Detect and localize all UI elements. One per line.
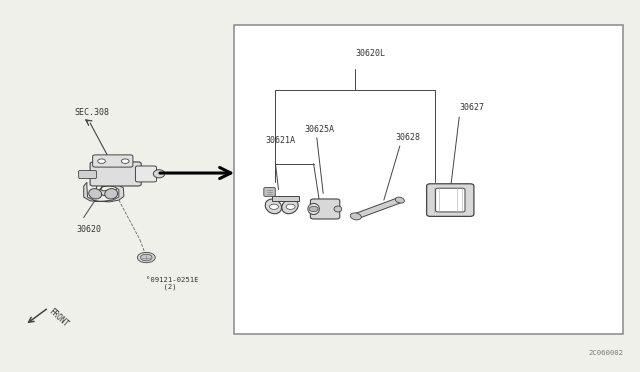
FancyBboxPatch shape bbox=[93, 155, 133, 167]
Text: 30628: 30628 bbox=[396, 132, 420, 141]
Circle shape bbox=[98, 159, 106, 163]
Ellipse shape bbox=[396, 197, 404, 203]
Circle shape bbox=[309, 206, 318, 212]
Circle shape bbox=[141, 254, 152, 261]
Text: SEC.308: SEC.308 bbox=[74, 108, 109, 118]
Bar bbox=[234, 25, 623, 334]
Ellipse shape bbox=[334, 206, 342, 212]
Text: 30625A: 30625A bbox=[304, 125, 334, 134]
Circle shape bbox=[269, 204, 278, 209]
Text: 2C060002: 2C060002 bbox=[588, 350, 623, 356]
Text: 30621A: 30621A bbox=[266, 136, 296, 145]
FancyBboxPatch shape bbox=[427, 184, 474, 217]
Text: FRONT: FRONT bbox=[47, 307, 70, 328]
FancyBboxPatch shape bbox=[264, 187, 275, 196]
FancyBboxPatch shape bbox=[310, 199, 340, 219]
Text: 30620L: 30620L bbox=[355, 49, 385, 58]
Circle shape bbox=[122, 159, 129, 163]
Ellipse shape bbox=[350, 213, 361, 220]
FancyBboxPatch shape bbox=[79, 170, 97, 179]
Ellipse shape bbox=[308, 203, 319, 215]
Ellipse shape bbox=[265, 199, 282, 214]
FancyBboxPatch shape bbox=[436, 188, 465, 212]
Polygon shape bbox=[84, 182, 124, 202]
Bar bbox=[353, 198, 402, 219]
Bar bbox=[272, 196, 299, 201]
Circle shape bbox=[286, 204, 295, 209]
Ellipse shape bbox=[154, 170, 165, 178]
Ellipse shape bbox=[282, 199, 298, 214]
Text: 30627: 30627 bbox=[460, 103, 484, 112]
FancyBboxPatch shape bbox=[136, 166, 157, 182]
Ellipse shape bbox=[105, 189, 118, 199]
Ellipse shape bbox=[89, 189, 102, 199]
Text: 30620: 30620 bbox=[76, 225, 101, 234]
Circle shape bbox=[138, 252, 156, 263]
FancyBboxPatch shape bbox=[90, 162, 141, 186]
Text: °09121-0251E
    (2): °09121-0251E (2) bbox=[147, 277, 199, 290]
